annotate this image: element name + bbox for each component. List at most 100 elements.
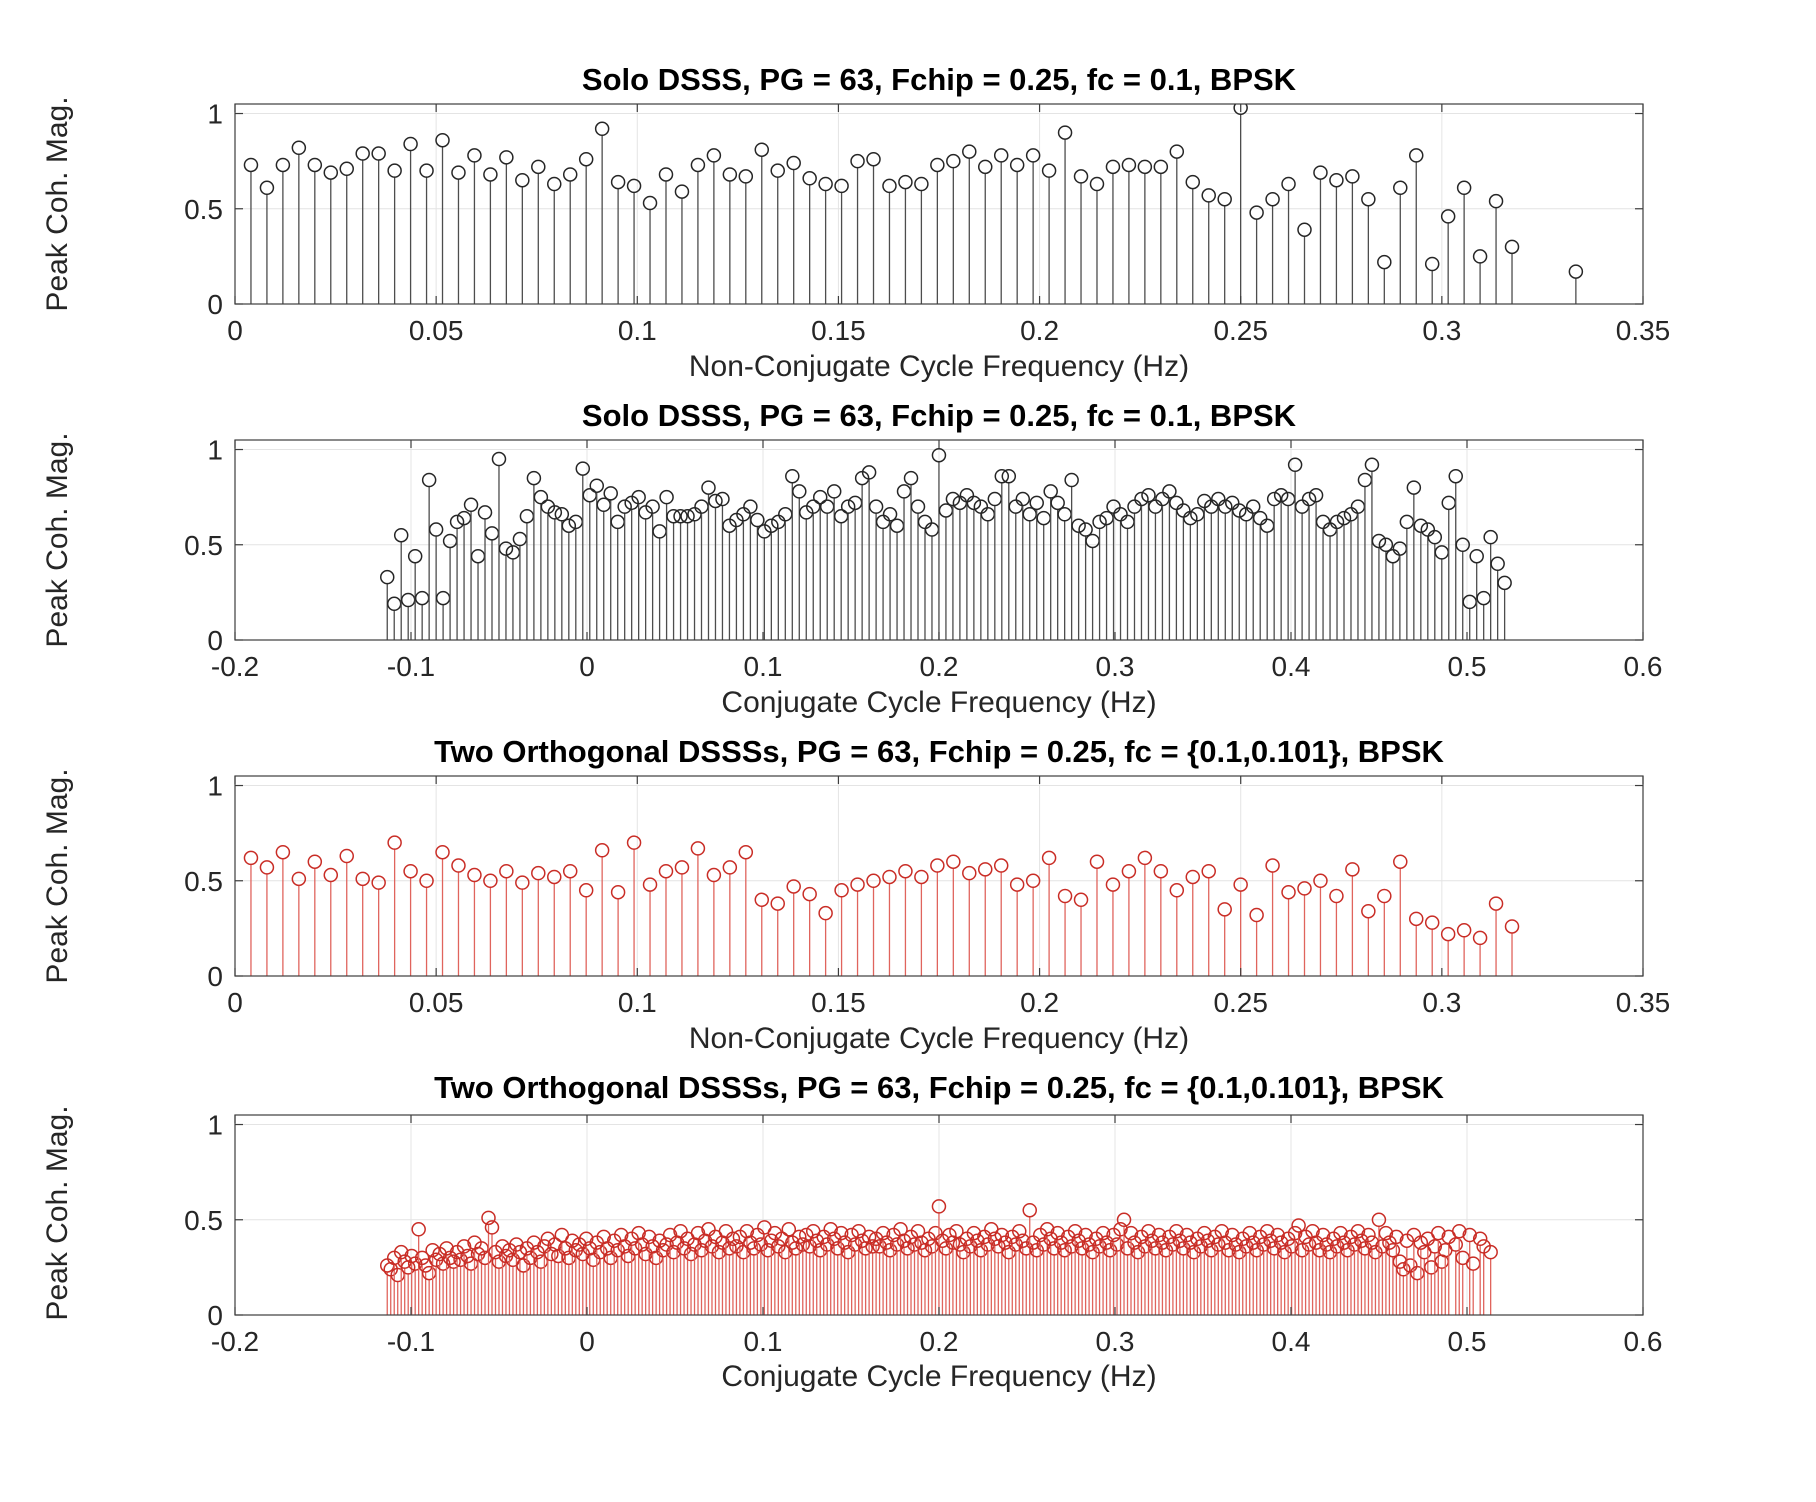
stem-marker: [1385, 548, 1401, 564]
stem-marker: [1441, 495, 1457, 511]
stem-marker: [1071, 518, 1086, 533]
stem-marker: [834, 883, 849, 898]
stem-marker: [1294, 499, 1310, 514]
stem-marker: [1153, 863, 1169, 879]
stem-marker: [449, 514, 465, 530]
stem-marker: [945, 491, 961, 507]
stem-marker: [562, 167, 578, 182]
subplot-1-title: Solo DSSS, PG = 63, Fchip = 0.25, fc = 0…: [581, 62, 1297, 97]
stem-marker: [1393, 180, 1408, 196]
stem-marker: [1361, 903, 1376, 919]
stem-marker: [861, 1229, 877, 1245]
stem-marker: [1490, 556, 1505, 572]
tick-marks: [234, 104, 1644, 305]
stem-marker: [512, 531, 528, 547]
stem-marker: [371, 146, 386, 161]
stem-marker: [1396, 1262, 1411, 1277]
stem-marker: [746, 1241, 762, 1256]
stem-marker: [1504, 919, 1520, 934]
stem-marker: [1265, 858, 1280, 873]
stem-marker: [1078, 522, 1093, 537]
stem-marker: [1233, 104, 1248, 116]
stem-marker: [531, 865, 546, 881]
stem-marker: [1249, 907, 1264, 923]
stem-marker: [519, 508, 535, 524]
stem-marker: [1127, 499, 1142, 514]
y-tick-label: 1: [207, 435, 223, 466]
x-tick-label: 0: [227, 987, 243, 1018]
stem-marker: [387, 163, 402, 178]
stem-marker: [795, 1237, 811, 1252]
stem-marker: [275, 157, 291, 173]
stem-marker: [1371, 533, 1387, 549]
stem-marker: [1151, 1227, 1167, 1243]
stem-marker: [1497, 575, 1512, 591]
x-tick-label: -0.2: [211, 651, 259, 682]
stem-marker: [596, 497, 611, 513]
stem-marker: [1329, 514, 1345, 530]
x-tick-label: 0.6: [1624, 651, 1663, 682]
stem-marker: [1336, 510, 1352, 526]
stem-marker: [1259, 518, 1275, 533]
stem-marker: [1231, 503, 1247, 518]
stem-marker: [1252, 510, 1268, 526]
stem-marker: [645, 499, 660, 514]
stem-marker: [1483, 529, 1498, 545]
stem-marker: [610, 174, 626, 190]
stem-marker: [818, 905, 833, 921]
stem-marker: [738, 169, 754, 184]
stem-marker: [323, 867, 339, 883]
stem-marker: [652, 524, 667, 539]
stem-marker: [938, 503, 954, 518]
stem-marker: [1218, 499, 1233, 514]
stem-marker: [582, 487, 598, 503]
stem-marker: [1281, 884, 1296, 900]
y-tick-label: 0: [207, 961, 223, 992]
stem-marker: [428, 522, 444, 537]
stem-marker: [673, 508, 688, 524]
stem-marker: [403, 863, 418, 879]
stem-marker: [1073, 892, 1089, 908]
tick-labels: 0 0.05 0.1 0.15 0.2 0.25 0.3 0.35 0 0.5 1: [184, 99, 1670, 346]
stem-marker: [1225, 1227, 1240, 1243]
stem-marker: [421, 1265, 437, 1281]
stem-marker: [641, 1229, 657, 1245]
stem-marker: [875, 514, 891, 530]
subplot-1-axes: 0 0.05 0.1 0.15 0.2 0.25 0.3 0.35 0 0.5 1: [184, 99, 1670, 346]
stem-marker: [526, 470, 542, 486]
stem-marker: [1392, 541, 1408, 556]
stem-marker: [617, 499, 632, 514]
subplot-1-xlabel: Non-Conjugate Cycle Frequency (Hz): [688, 350, 1190, 383]
stem-marker: [802, 886, 817, 902]
stem-marker: [1001, 468, 1017, 484]
stem-marker: [442, 533, 458, 549]
stem-marker: [694, 499, 709, 514]
stem-marker: [823, 1222, 838, 1237]
stem-series: [379, 1199, 1498, 1315]
stem-marker: [1456, 180, 1472, 196]
stem-marker: [754, 142, 770, 157]
stem-marker: [547, 505, 563, 520]
stem-marker: [414, 590, 430, 606]
stem-marker: [1009, 877, 1025, 892]
stem-marker: [1073, 169, 1089, 184]
stem-marker: [708, 493, 723, 509]
stem-marker: [1089, 176, 1105, 192]
x-tick-label: 0.6: [1624, 1326, 1663, 1357]
stem-marker: [1329, 172, 1344, 188]
stem-marker: [930, 157, 945, 173]
stem-marker: [1455, 537, 1470, 553]
stem-marker: [658, 167, 674, 182]
x-tick-label: 0.5: [1448, 1326, 1487, 1357]
subplot-3-axes: 0 0.05 0.1 0.15 0.2 0.25 0.3 0.35 0 0.5 1: [184, 771, 1670, 1018]
stem-marker: [1413, 1235, 1429, 1250]
stem-marker: [355, 146, 370, 161]
stem-marker: [1297, 222, 1312, 237]
stem-marker: [515, 875, 530, 890]
x-tick-label: -0.2: [211, 1326, 259, 1357]
stem-marker: [718, 1223, 734, 1239]
stem-marker: [946, 854, 961, 869]
stem-marker: [1297, 881, 1312, 896]
stem-marker: [451, 858, 466, 873]
